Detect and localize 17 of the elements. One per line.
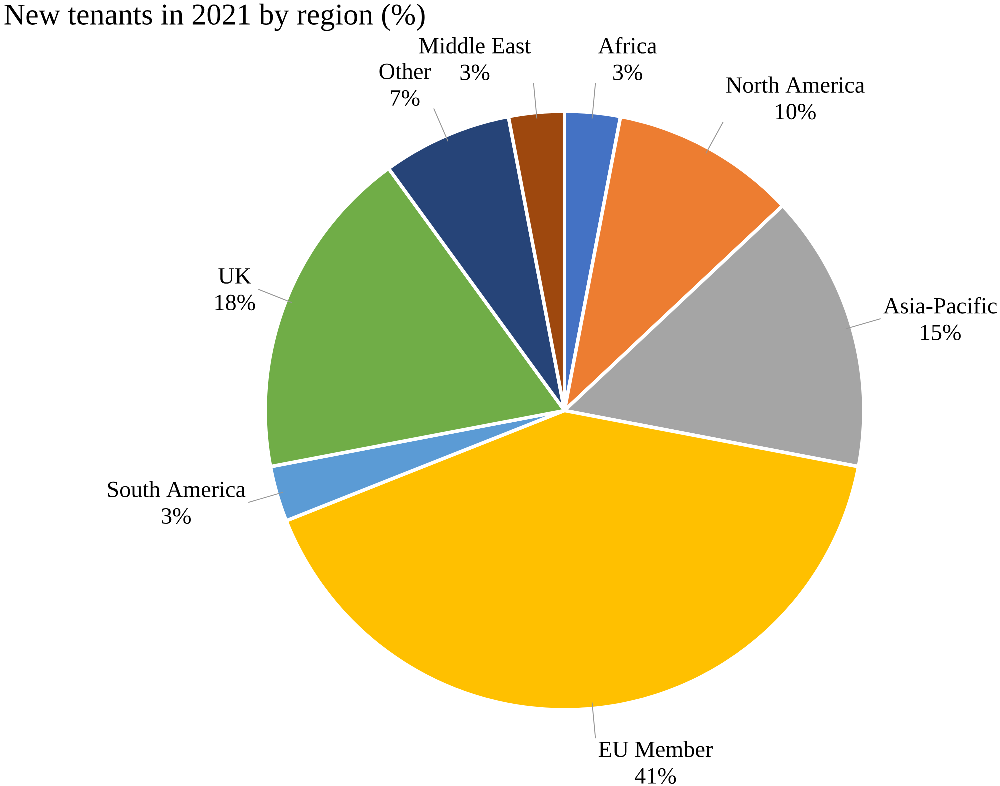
data-label: 3%: [613, 64, 642, 80]
slice-label: South America: [108, 480, 246, 498]
data-label: 18%: [216, 294, 256, 310]
slice-label: Asia-Pacific: [884, 297, 997, 314]
data-label: 3%: [162, 508, 191, 524]
chart-title: New tenants in 2021 by region (%): [4, 4, 425, 32]
slice-label: UK: [218, 268, 252, 284]
slice-label: North America: [726, 76, 865, 93]
slice-label: EU Member: [598, 740, 713, 758]
data-label: 3%: [460, 64, 490, 80]
slice-label: Africa: [598, 37, 657, 54]
data-label: 7%: [391, 90, 420, 106]
data-label: 15%: [921, 324, 961, 340]
data-label: 10%: [776, 104, 816, 120]
data-label: 41%: [634, 768, 676, 784]
slice-label: Middle East: [420, 37, 532, 54]
slice-label: Other: [380, 62, 432, 80]
